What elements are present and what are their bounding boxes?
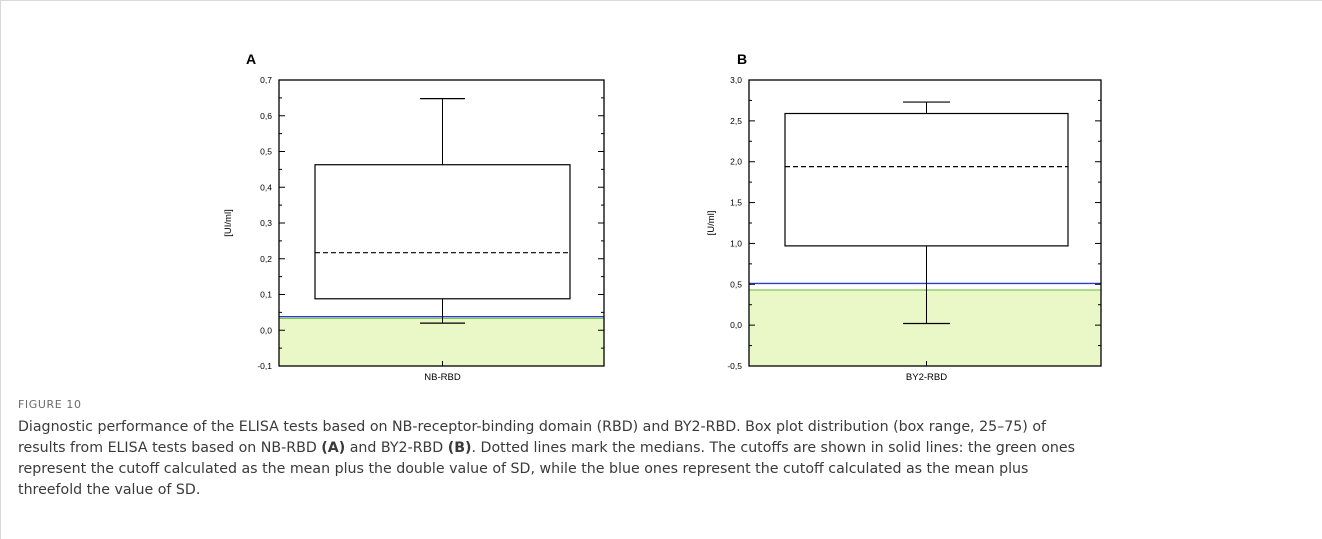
panel-a-ytick-label: 0,0	[260, 325, 272, 335]
frame-left-border	[0, 0, 1, 539]
caption-line-2-pre: results from ELISA tests based on NB-RBD	[18, 440, 322, 456]
panel-b-ytick-label: 2,5	[730, 116, 742, 126]
panel-a-ytick-label: -0,1	[257, 361, 272, 371]
panel-a-box	[314, 164, 571, 300]
panel-b-ylabel: [U/ml]	[706, 211, 717, 236]
panel-a-ytick-label: 0,6	[260, 111, 272, 121]
panel-a-ytick-label: 0,5	[260, 147, 272, 157]
panel-b-box	[784, 112, 1069, 247]
panel-a-ytick-label: 0,3	[260, 218, 272, 228]
panel-a-ytick-label: 0,1	[260, 290, 272, 300]
panel-b-below-cutoff-region	[749, 290, 1101, 366]
caption-ref-b: (B)	[447, 440, 472, 456]
panel-a-xtick-label: NB-RBD	[424, 372, 461, 380]
figure-caption: FIGURE 10 Diagnostic performance of the …	[18, 398, 1308, 501]
caption-line-2-post: . Dotted lines mark the medians. The cut…	[471, 440, 1075, 456]
panel-a-letter: A	[246, 51, 256, 67]
panel-b-ytick-label: 2,0	[730, 157, 742, 167]
panel-b-ytick-label: 1,5	[730, 198, 742, 208]
caption-line-3: represent the cutoff calculated as the m…	[18, 461, 1029, 477]
panel-a-ylabel: [UI/ml]	[223, 209, 234, 236]
panel-b-ytick-label: 0,5	[730, 279, 742, 289]
panel-b-ytick-label: 3,0	[730, 75, 742, 85]
panel-b-xtick-label: BY2-RBD	[906, 372, 947, 380]
panel-b-ytick-label: -0,5	[727, 361, 742, 371]
panel-b-ytick-label: 0,0	[730, 320, 742, 330]
box-plot-figure: -0,1 0,0 0,1 0,2 0,3 0,4 0,5 0,6 0,7 NB-RBD [UI/ml…	[223, 51, 1102, 380]
panel-a-ytick-label: 0,7	[260, 75, 272, 85]
panel-b-letter: B	[737, 51, 747, 67]
panel-a-below-cutoff-region	[279, 318, 604, 366]
caption-line-2-mid: and BY2-RBD	[345, 440, 448, 456]
caption-text: Diagnostic performance of the ELISA test…	[18, 417, 1308, 501]
panel-a-ytick-label: 0,2	[260, 254, 272, 264]
caption-line-1: Diagnostic performance of the ELISA test…	[18, 419, 1046, 435]
caption-ref-a: (A)	[321, 440, 346, 456]
panel-b-ytick-label: 1,0	[730, 238, 742, 248]
frame-top-border	[0, 0, 1322, 1]
panel-a-ytick-label: 0,4	[260, 182, 272, 192]
caption-line-4: threefold the value of SD.	[18, 482, 201, 498]
figure-label: FIGURE 10	[18, 398, 82, 411]
